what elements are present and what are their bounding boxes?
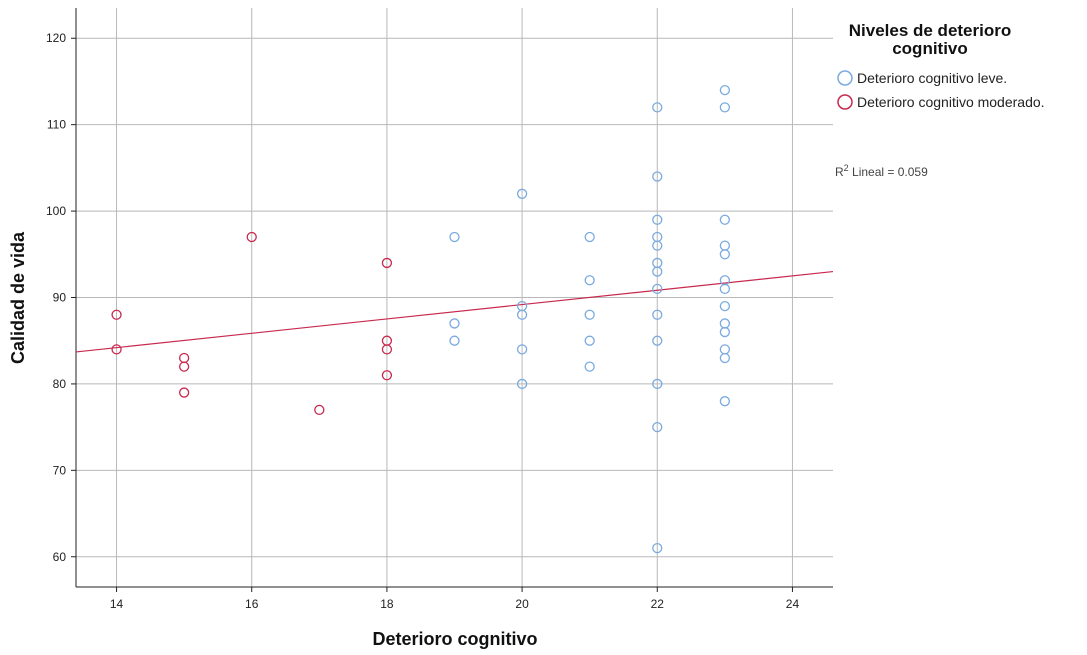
data-point-s0-17 [652,240,663,251]
data-point-s0-27 [719,102,731,113]
data-point-s0-38 [719,396,731,407]
x-axis-title: Deterioro cognitivo [372,629,537,649]
data-point-s1-1 [111,344,122,355]
data-point-s0-34 [719,318,731,329]
data-point-s0-22 [652,335,663,346]
data-point-s0-13 [652,102,663,113]
data-point-s0-3 [516,188,528,199]
data-point-s0-5 [516,309,528,320]
r2-base: R [835,165,844,179]
legend-marker-leve [837,70,853,86]
r2-superscript: 2 [844,163,849,173]
data-point-s1-0 [111,309,122,320]
data-point-s0-36 [719,344,731,355]
data-point-s0-28 [719,214,731,225]
data-point-s0-20 [652,283,663,295]
x-tick-label-16: 16 [245,597,259,611]
data-point-s0-24 [652,421,663,433]
y-tick-label-120: 120 [46,31,66,45]
x-tick-label-24: 24 [786,597,800,611]
y-tick-label-110: 110 [47,118,66,132]
data-point-s0-14 [652,171,663,182]
legend-marker-moderado [837,94,853,110]
data-point-s1-7 [381,257,393,269]
data-point-s0-8 [584,231,595,243]
fit-line [75,270,834,353]
data-point-s0-11 [584,335,595,346]
data-point-s0-21 [652,309,663,320]
data-point-s0-7 [516,378,528,390]
data-point-s0-19 [652,266,663,277]
data-point-s0-9 [584,275,595,286]
data-point-s0-33 [719,300,731,312]
x-tick-label-14: 14 [110,597,124,611]
r2-annotation: R2 Lineal = 0.059 [835,163,928,179]
data-point-s0-35 [719,326,731,338]
y-tick-label-60: 60 [53,550,67,564]
data-point-s0-30 [719,249,731,260]
y-tick-label-70: 70 [53,463,67,477]
gridlines [76,8,833,587]
data-point-s0-25 [652,542,663,554]
x-tick-labels: 14 16 18 20 22 24 [110,587,800,611]
y-tick-labels: 60 70 80 90 100 110 120 [46,31,76,564]
data-point-s1-5 [246,231,257,243]
legend-label-moderado: Deterioro cognitivo moderado. [857,94,1045,110]
data-point-s0-29 [719,240,731,251]
y-tick-label-80: 80 [53,377,67,391]
data-point-s0-2 [449,335,460,346]
data-point-s1-4 [178,387,190,398]
data-point-s0-0 [449,231,460,243]
data-point-s0-10 [584,309,595,320]
data-point-s0-1 [449,318,460,329]
data-point-s1-2 [178,352,190,364]
y-tick-label-90: 90 [53,291,67,305]
data-point-s1-10 [381,370,393,381]
data-point-s0-37 [719,352,731,364]
data-point-s1-3 [178,361,190,372]
legend: Niveles de deterioro cognitivo Deterioro… [837,21,1045,110]
data-point-s0-26 [719,84,731,96]
legend-label-leve: Deterioro cognitivo leve. [857,70,1007,86]
y-axis-title: Calidad de vida [8,231,28,364]
data-point-s0-12 [584,361,595,372]
fit-line-group [75,270,834,353]
x-tick-label-20: 20 [515,597,529,611]
x-tick-label-18: 18 [380,597,394,611]
x-tick-label-22: 22 [651,597,665,611]
data-points [111,84,731,554]
legend-title-line-1: Niveles de deterioro [849,21,1012,40]
data-point-s1-9 [381,344,393,355]
y-tick-label-100: 100 [46,204,66,218]
data-point-s1-6 [314,404,325,415]
r2-text: Lineal = 0.059 [849,165,928,179]
data-point-s0-6 [516,344,528,355]
data-point-s0-23 [652,378,663,390]
legend-title-line-2: cognitivo [892,39,968,58]
data-point-s0-32 [719,283,731,295]
data-point-s0-15 [652,214,663,225]
